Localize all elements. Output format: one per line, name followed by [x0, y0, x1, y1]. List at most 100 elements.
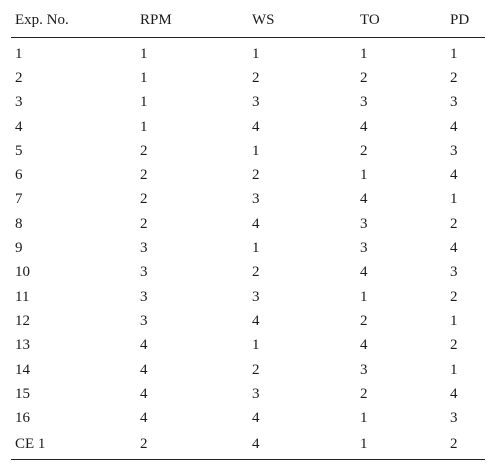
cell-exp-no: 13 [15, 337, 30, 354]
cell-to: 2 [360, 142, 368, 159]
table-row: 9 3 1 3 4 [11, 236, 485, 260]
cell-pd: 2 [450, 288, 458, 305]
cell-pd: 2 [450, 215, 458, 232]
table-row: 10 3 2 4 3 [11, 261, 485, 285]
cell-to: 1 [360, 288, 368, 305]
cell-ws: 2 [252, 264, 260, 281]
cell-ws: 4 [252, 215, 260, 232]
cell-ws: 2 [252, 167, 260, 184]
table-row: 4 1 4 4 4 [11, 115, 485, 139]
header-ws: WS [252, 3, 360, 38]
cell-rpm: 3 [140, 240, 148, 257]
cell-pd: 1 [450, 45, 458, 62]
cell-exp-no: 10 [15, 264, 30, 281]
cell-to: 4 [360, 264, 368, 281]
cell-ws: 4 [252, 118, 260, 135]
cell-rpm: 4 [140, 337, 148, 354]
table-header: Exp. No. RPM WS TO PD [11, 3, 485, 38]
cell-ws: 2 [252, 361, 260, 378]
cell-ws: 1 [252, 142, 260, 159]
cell-exp-no: 6 [15, 167, 23, 184]
cell-to: 1 [360, 430, 450, 460]
cell-pd: 4 [450, 118, 458, 135]
cell-exp-no: 2 [15, 69, 23, 86]
cell-pd: 1 [450, 361, 458, 378]
cell-rpm: 2 [140, 142, 148, 159]
cell-ws: 4 [252, 312, 260, 329]
cell-exp-no: 3 [15, 94, 23, 111]
cell-exp-no: 5 [15, 142, 23, 159]
cell-rpm: 4 [140, 361, 148, 378]
cell-exp-no: 15 [15, 385, 30, 402]
cell-pd: 1 [450, 312, 458, 329]
cell-exp-no: 1 [15, 45, 23, 62]
cell-ws: 3 [252, 385, 260, 402]
cell-pd: 2 [450, 337, 458, 354]
cell-rpm: 3 [140, 312, 148, 329]
cell-exp-no: 9 [15, 240, 23, 257]
cell-rpm: 1 [140, 45, 148, 62]
cell-ws: 4 [252, 410, 260, 427]
cell-to: 3 [360, 215, 368, 232]
header-row: Exp. No. RPM WS TO PD [11, 3, 485, 38]
table-row: 8 2 4 3 2 [11, 212, 485, 236]
table-row: 7 2 3 4 1 [11, 188, 485, 212]
table-row: 11 3 3 1 2 [11, 285, 485, 309]
cell-ws: 1 [252, 45, 260, 62]
cell-to: 2 [360, 312, 368, 329]
cell-rpm: 2 [140, 430, 252, 460]
cell-to: 2 [360, 69, 368, 86]
cell-ws: 2 [252, 69, 260, 86]
table-row: 15 4 3 2 4 [11, 382, 485, 406]
cell-pd: 3 [450, 94, 458, 111]
cell-ws: 3 [252, 94, 260, 111]
header-pd: PD [450, 3, 485, 38]
cell-rpm: 4 [140, 385, 148, 402]
cell-pd: 3 [450, 142, 458, 159]
cell-pd: 4 [450, 167, 458, 184]
table-row: 5 2 1 2 3 [11, 139, 485, 163]
table-row: 13 4 1 4 2 [11, 334, 485, 358]
cell-exp-no: CE 1 [11, 430, 140, 460]
cell-exp-no: 12 [15, 312, 30, 329]
header-to: TO [360, 3, 450, 38]
cell-ws: 1 [252, 240, 260, 257]
table-row: 3 1 3 3 3 [11, 91, 485, 115]
table-row: 1 1 1 1 1 [11, 38, 485, 67]
cell-to: 1 [360, 167, 368, 184]
table-row: 2 1 2 2 2 [11, 66, 485, 90]
cell-exp-no: 16 [15, 410, 30, 427]
cell-rpm: 2 [140, 215, 148, 232]
cell-to: 1 [360, 45, 368, 62]
cell-rpm: 3 [140, 264, 148, 281]
cell-rpm: 3 [140, 288, 148, 305]
cell-ws: 3 [252, 191, 260, 208]
table-row: 6 2 2 1 4 [11, 163, 485, 187]
header-rpm: RPM [140, 3, 252, 38]
cell-to: 4 [360, 337, 368, 354]
cell-rpm: 2 [140, 167, 148, 184]
cell-to: 3 [360, 240, 368, 257]
cell-exp-no: 11 [15, 288, 30, 305]
cell-exp-no: 4 [15, 118, 23, 135]
cell-to: 1 [360, 410, 368, 427]
cell-pd: 4 [450, 385, 458, 402]
cell-to: 4 [360, 118, 368, 135]
cell-ws: 1 [252, 337, 260, 354]
cell-exp-no: 8 [15, 215, 23, 232]
cell-exp-no: 7 [15, 191, 23, 208]
cell-pd: 3 [450, 264, 458, 281]
cell-pd: 2 [450, 430, 485, 460]
cell-ws: 4 [252, 430, 360, 460]
cell-to: 3 [360, 361, 368, 378]
cell-to: 4 [360, 191, 368, 208]
header-exp-no: Exp. No. [11, 3, 140, 38]
cell-rpm: 1 [140, 69, 148, 86]
table-row: 12 3 4 2 1 [11, 309, 485, 333]
cell-ws: 3 [252, 288, 260, 305]
cell-exp-no: 14 [15, 361, 30, 378]
cell-pd: 2 [450, 69, 458, 86]
